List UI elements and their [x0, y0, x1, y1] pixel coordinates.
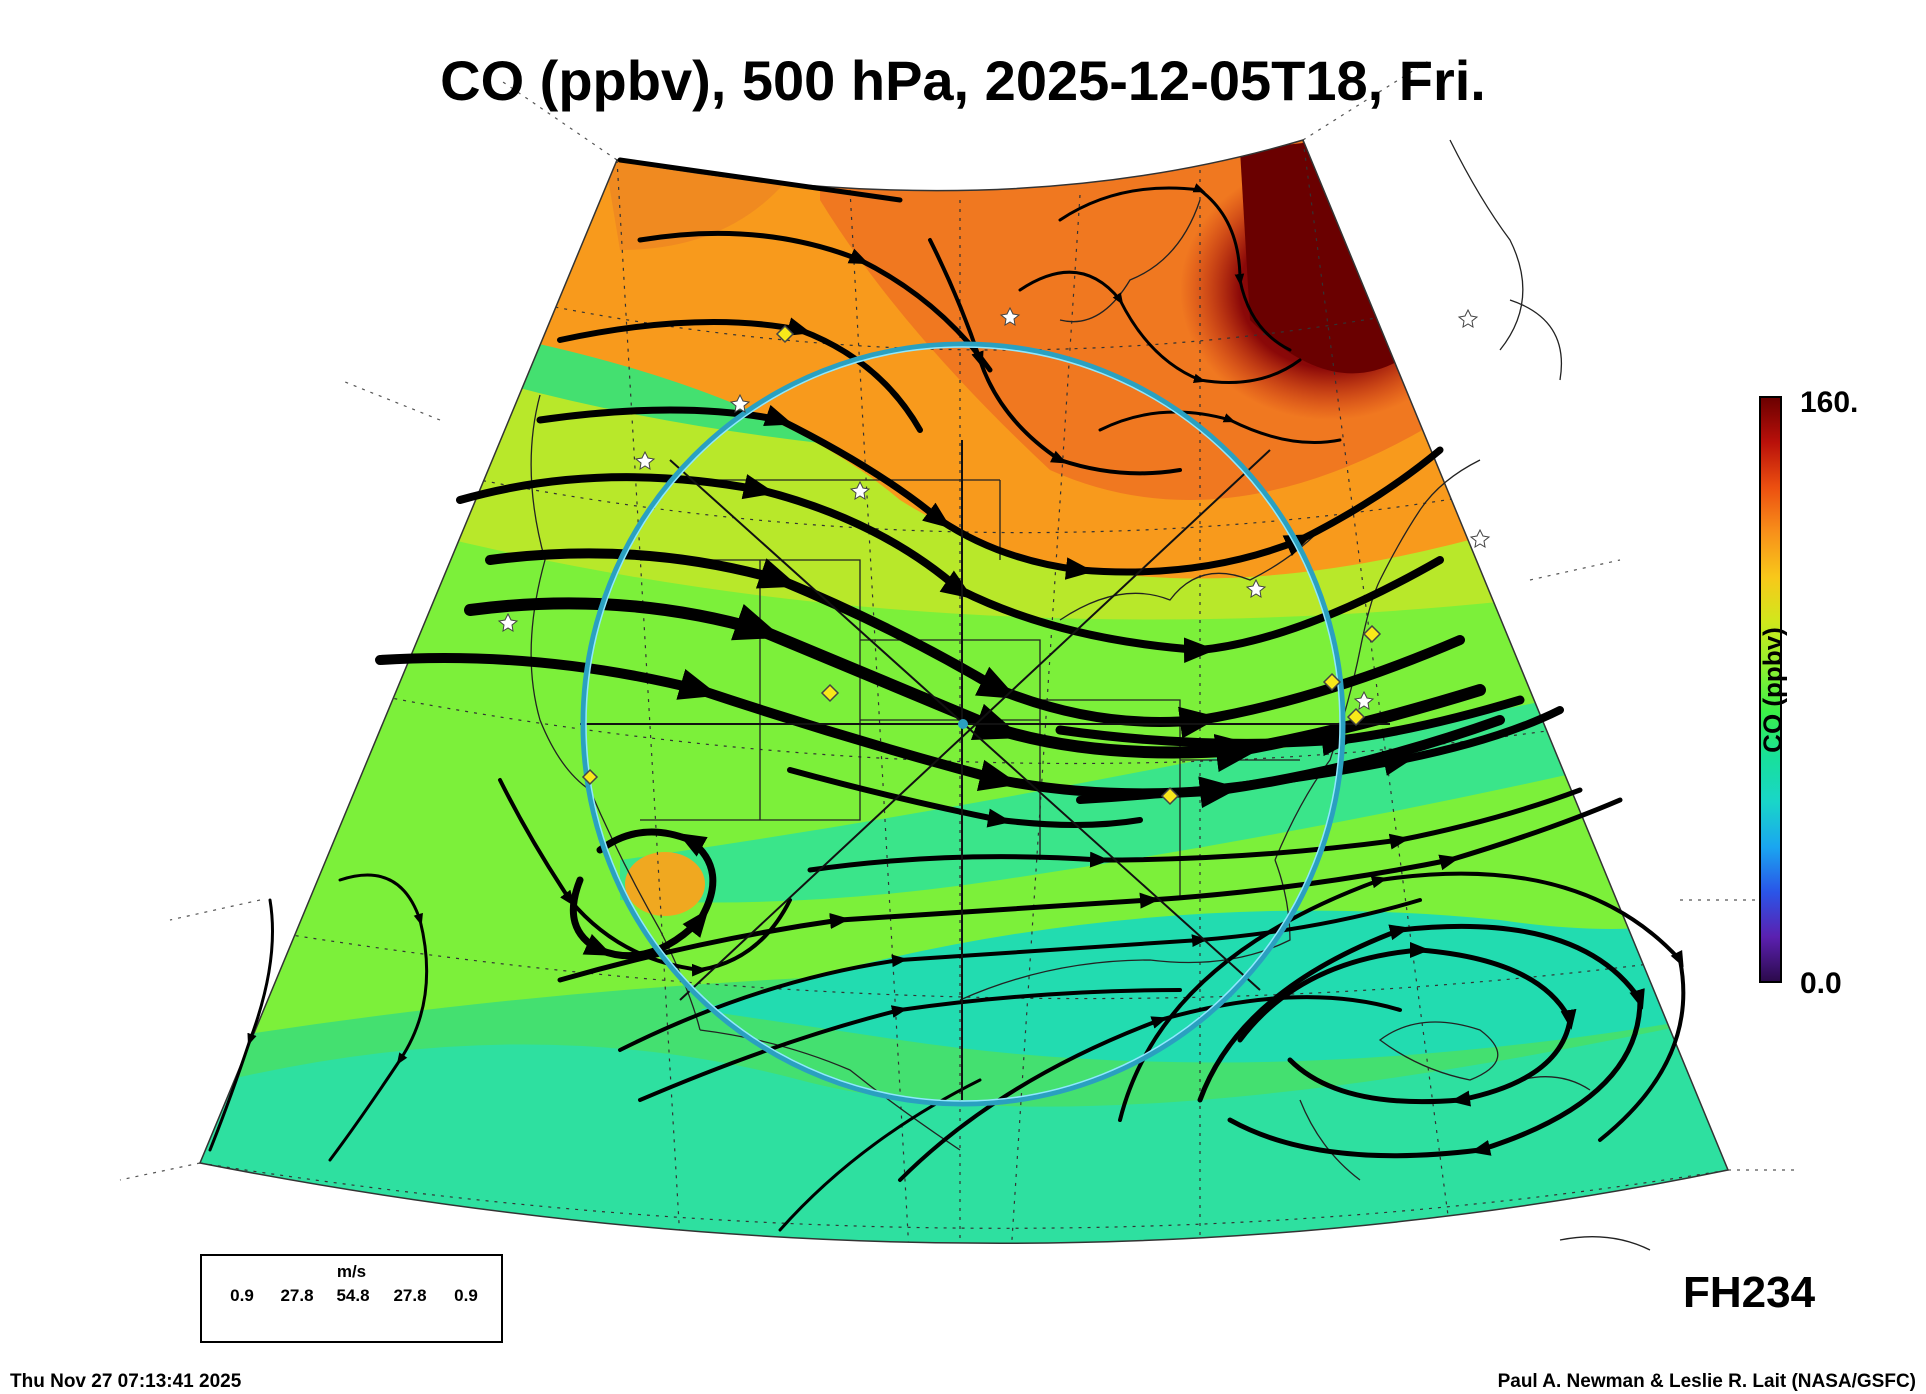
streamline [1058, 183, 1292, 352]
streamline [557, 317, 923, 433]
star-marker [1469, 528, 1491, 548]
streamline [1018, 270, 1302, 384]
diamond-marker [1346, 707, 1366, 727]
colorbar-max-label: 160. [1800, 386, 1859, 419]
star-marker [1457, 308, 1479, 328]
author-credit: Paul A. Newman & Leslie R. Lait (NASA/GS… [1497, 1371, 1916, 1392]
diamond-marker [581, 768, 599, 786]
streamline [208, 898, 274, 1152]
streamline [928, 238, 1182, 476]
streamline [787, 767, 1143, 828]
streamline [1098, 410, 1342, 444]
streamline [638, 988, 1182, 1102]
legend-value: 27.8 [393, 1286, 427, 1305]
legend-unit: m/s [336, 1262, 367, 1281]
legend-value: 27.8 [280, 1286, 314, 1305]
chart-title: CO (ppbv), 500 hPa, 2025-12-05T18, Fri. [440, 49, 1486, 112]
streamline [1055, 695, 1525, 757]
forecast-hour-label: FH234 [1683, 1268, 1816, 1317]
colorbar [1759, 396, 1782, 983]
star-marker [999, 306, 1021, 326]
legend-value: 0.9 [454, 1286, 478, 1305]
wind-speed-legend: m/s 0.9 27.8 54.8 27.8 0.9 [200, 1254, 503, 1343]
star-marker [634, 450, 656, 470]
diamond-marker [1322, 672, 1342, 692]
station-markers-diamond [581, 324, 1382, 806]
station-markers-star [497, 306, 1491, 710]
diamond-marker [1160, 786, 1180, 806]
diamond-marker [1362, 624, 1382, 644]
streamline [637, 230, 993, 373]
star-marker [1245, 578, 1267, 598]
reference-circle [580, 341, 1346, 1107]
streamline [778, 1078, 982, 1232]
reference-circle-inner [585, 346, 1341, 1102]
center-point [958, 719, 968, 729]
star-marker [849, 480, 871, 500]
streamline [898, 995, 1402, 1182]
wind-streamlines [208, 157, 1686, 1232]
diamond-marker [820, 683, 840, 703]
diamond-marker [775, 324, 795, 344]
star-marker [1353, 690, 1375, 710]
graticule-outer [119, 59, 1800, 1181]
colorbar-min-label: 0.0 [1800, 967, 1842, 1000]
streamline [617, 157, 903, 203]
colorbar-axis-label: CO (ppbv) [1757, 627, 1788, 753]
streamline [1197, 923, 1645, 1159]
streamline [328, 873, 429, 1162]
star-marker [729, 393, 751, 413]
legend-value: 0.9 [230, 1286, 254, 1305]
generation-timestamp: Thu Nov 27 07:13:41 2025 [10, 1371, 242, 1392]
streamline [1118, 871, 1686, 1142]
streamline [498, 778, 792, 977]
streamline [618, 898, 1422, 1052]
legend-value: 54.8 [336, 1286, 370, 1305]
map-sector-outline [198, 139, 1730, 1244]
star-marker [497, 612, 519, 632]
